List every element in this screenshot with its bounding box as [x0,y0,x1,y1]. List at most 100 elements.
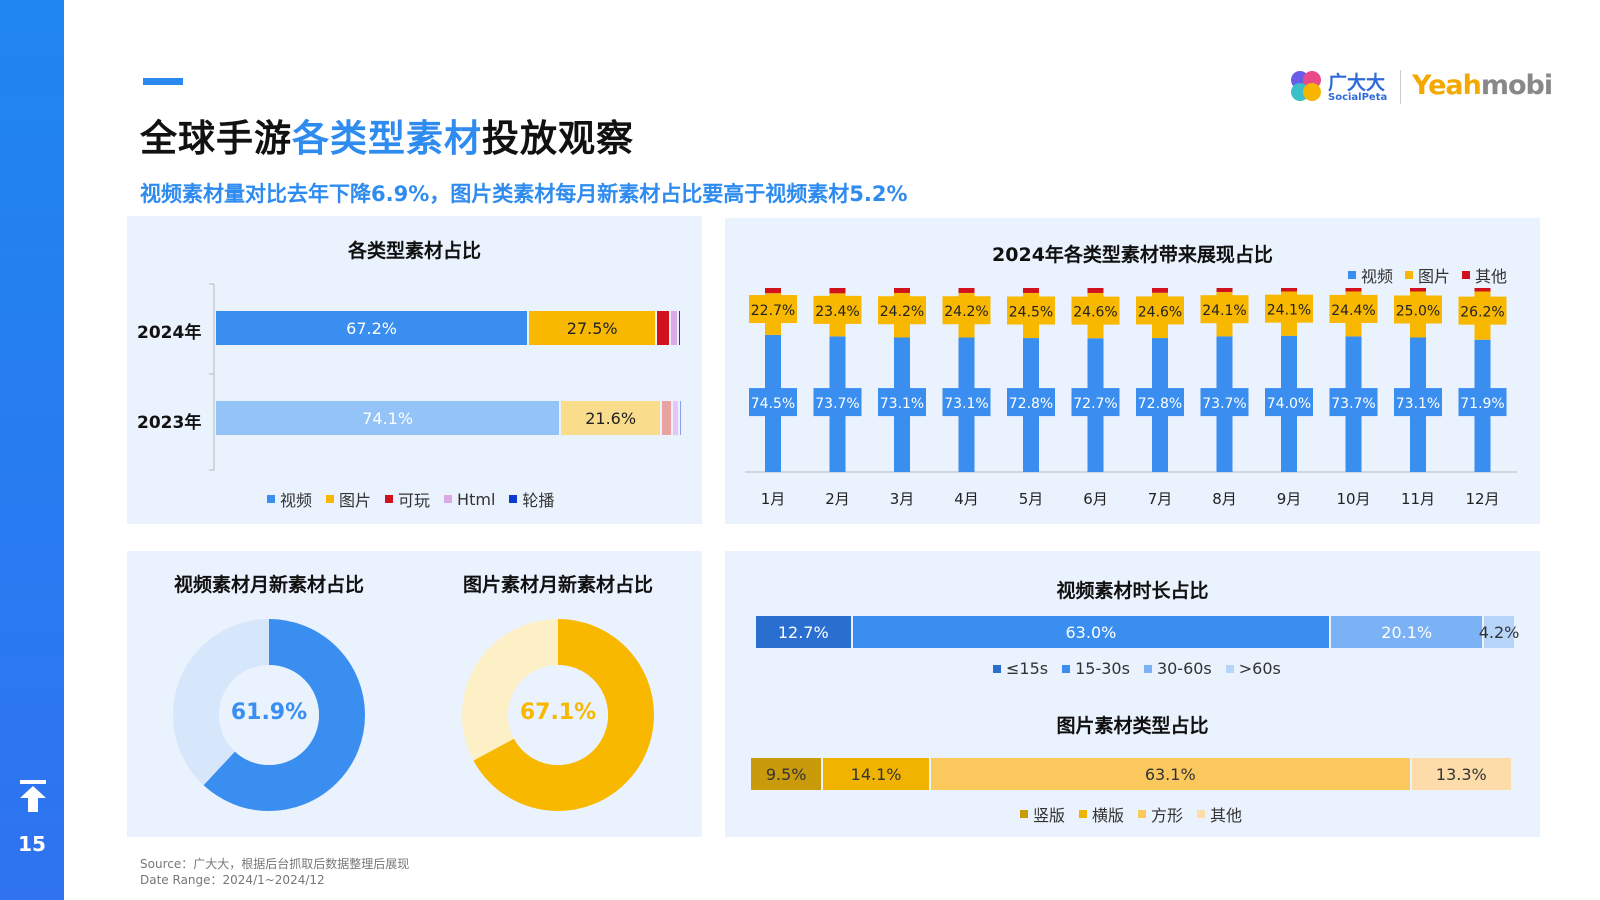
monthly-exposure-tick-9: 10月 [1336,490,1370,508]
monthly-exposure-data-label-0-2: 73.1% [880,396,924,412]
monthly-exposure-label-bg-1-10 [1394,295,1442,324]
monthly-exposure-label-bg-0-5 [1071,388,1120,417]
monthly-exposure-tick-0: 1月 [761,490,786,508]
monthly-exposure-bar-其他-9 [1345,288,1362,292]
video-duration-legend-label-1: 15-30s [1075,659,1130,678]
type-share-legend-swatch-0 [267,495,275,503]
logo-separator [1400,70,1401,104]
type-share-legend-item-0: 视频 [267,487,312,511]
monthly-exposure-bar-其他-10 [1410,288,1426,292]
image-new-share-value: 67.1% [519,700,597,725]
image-format-legend-label-3: 其他 [1210,806,1243,825]
page-title: 全球手游各类型素材投放观察 [140,108,634,162]
title-accent-bar [143,78,183,85]
monthly-exposure-data-label-0-10: 73.1% [1396,396,1440,412]
monthly-exposure-tick-5: 6月 [1083,490,1108,508]
type-share-0-segment-1: 27.5% [529,311,656,345]
type-share-legend-label-0: 视频 [280,491,313,510]
monthly-exposure-tick-7: 8月 [1212,490,1237,508]
chart-title-video-new-share: 视频素材月新素材占比 [173,574,364,596]
monthly-exposure-data-label-0-4: 72.8% [1009,396,1053,412]
donut-0-value-arc [173,619,365,811]
logo-guangdada-text: 广大大 [1328,72,1386,94]
monthly-exposure-legend-item-0: 视频 [1348,263,1393,287]
type-share-legend: 视频 图片 可玩 Html 轮播 [267,487,554,511]
type-share-0-segment-4 [679,311,681,345]
monthly-exposure-bar-其他-7 [1216,288,1233,293]
video-duration-legend-label-3: >60s [1238,659,1281,678]
image-format-legend-swatch-0 [1020,810,1028,818]
video-new-share-donut [173,619,365,811]
monthly-exposure-label-bg-1-9 [1329,294,1378,323]
monthly-exposure-label-bg-1-4 [1007,296,1055,325]
video-duration-legend-label-0: ≤15s [1006,659,1049,678]
monthly-exposure-data-label-1-9: 24.4% [1331,303,1375,319]
chart-title-video-duration: 视频素材时长占比 [1056,580,1209,602]
type-share-legend-swatch-1 [326,495,335,503]
video-duration-legend-swatch-2 [1143,664,1152,673]
type-share-legend-item-2: 可玩 [385,487,430,511]
monthly-exposure-data-label-0-5: 72.7% [1073,396,1117,412]
monthly-exposure-data-label-1-5: 24.6% [1073,305,1117,321]
image-new-share-donut [462,619,654,811]
type-share-legend-label-3: Html [457,489,496,509]
chart-title-monthly-exposure: 2024年各类型素材带来展现占比 [992,244,1273,266]
video-duration-legend-swatch-1 [1062,664,1071,673]
video-duration-legend-item-1: 15-30s [1062,659,1130,678]
monthly-exposure-chart: 74.5% 22.7% 1月 73.7% 23.4% 2月 73.1% 24.2% 3月 73.1… [745,288,1517,508]
type-share-legend-label-2: 可玩 [398,491,431,510]
chart-title-type-share: 各类型素材占比 [347,240,481,262]
monthly-exposure-data-label-1-3: 24.2% [944,304,988,320]
monthly-exposure-tick-6: 7月 [1148,490,1173,508]
video-duration-bar: 12.7% 63.0% 20.1% 4.2% [756,616,1519,648]
logo-mobi-text: mobi [1480,70,1553,101]
title-part-1: 全球手游 [140,117,292,160]
type-share-1-segment-3 [673,401,678,435]
monthly-exposure-bar-其他-1 [829,288,846,294]
monthly-exposure-data-label-0-7: 73.7% [1202,396,1246,412]
image-format-legend-swatch-1 [1079,810,1088,818]
monthly-exposure-data-label-1-7: 24.1% [1202,303,1246,319]
monthly-exposure-data-label-1-2: 24.2% [880,304,924,320]
panel-monthly-exposure [725,218,1540,524]
video-duration-legend: ≤15s 15-30s 30-60s >60s [993,659,1281,678]
monthly-exposure-legend-item-2: 其他 [1462,263,1507,287]
monthly-exposure-legend-label-2: 其他 [1475,267,1508,286]
monthly-exposure-data-label-1-8: 24.1% [1267,303,1311,319]
monthly-exposure-label-bg-1-8 [1265,294,1313,323]
source-note: Source：广大大，根据后台抓取后数据整理后展现 [140,857,410,871]
type-share-legend-item-1: 图片 [326,487,371,511]
type-share-bar-2023: 74.1% 21.6% [216,401,682,435]
monthly-exposure-data-label-0-8: 74.0% [1267,396,1311,412]
monthly-exposure-label-bg-0-10 [1394,388,1442,417]
type-share-ylabel-2024: 2024年 [137,323,202,343]
logo-yeahmobi: Yeahmobi [1412,70,1553,101]
monthly-exposure-tick-1: 2月 [825,490,850,508]
panel-type-share [127,216,702,524]
image-format-legend-label-0: 竖版 [1033,806,1066,825]
monthly-exposure-tick-8: 9月 [1277,490,1302,508]
type-share-legend-item-3: Html [444,490,495,509]
monthly-exposure-label-bg-0-2 [878,388,926,417]
image-format-legend-label-2: 方形 [1151,806,1184,825]
video-duration-legend-swatch-0 [993,664,1001,673]
video-duration-segment-0: 12.7% [756,616,851,648]
page-subtitle: 视频素材量对比去年下降6.9%，图片类素材每月新素材占比要高于视频素材5.2% [140,182,908,206]
monthly-exposure-label-bg-0-6 [1136,388,1184,417]
monthly-exposure-label-bg-1-6 [1136,296,1184,325]
donut-0-hole [219,665,319,765]
monthly-exposure-bar-其他-5 [1087,288,1104,293]
image-format-bar: 9.5% 14.1% 63.1% 13.3% [751,758,1513,790]
donut-1-value-arc [462,619,654,811]
back-to-top-icon[interactable] [20,780,46,812]
video-new-share-value: 61.9% [230,700,308,725]
type-share-legend-swatch-2 [385,495,394,503]
monthly-exposure-label-bg-0-7 [1200,388,1249,417]
monthly-exposure-tick-10: 11月 [1401,490,1435,508]
image-format-legend-label-1: 横版 [1092,806,1125,825]
video-duration-segment-1: 63.0% [852,616,1330,648]
monthly-exposure-legend: 视频 图片 其他 [1348,263,1507,287]
type-share-0-segment-0: 67.2% [216,311,528,345]
type-share-1-segment-2 [661,401,672,435]
monthly-exposure-data-label-0-0: 74.5% [751,396,795,412]
